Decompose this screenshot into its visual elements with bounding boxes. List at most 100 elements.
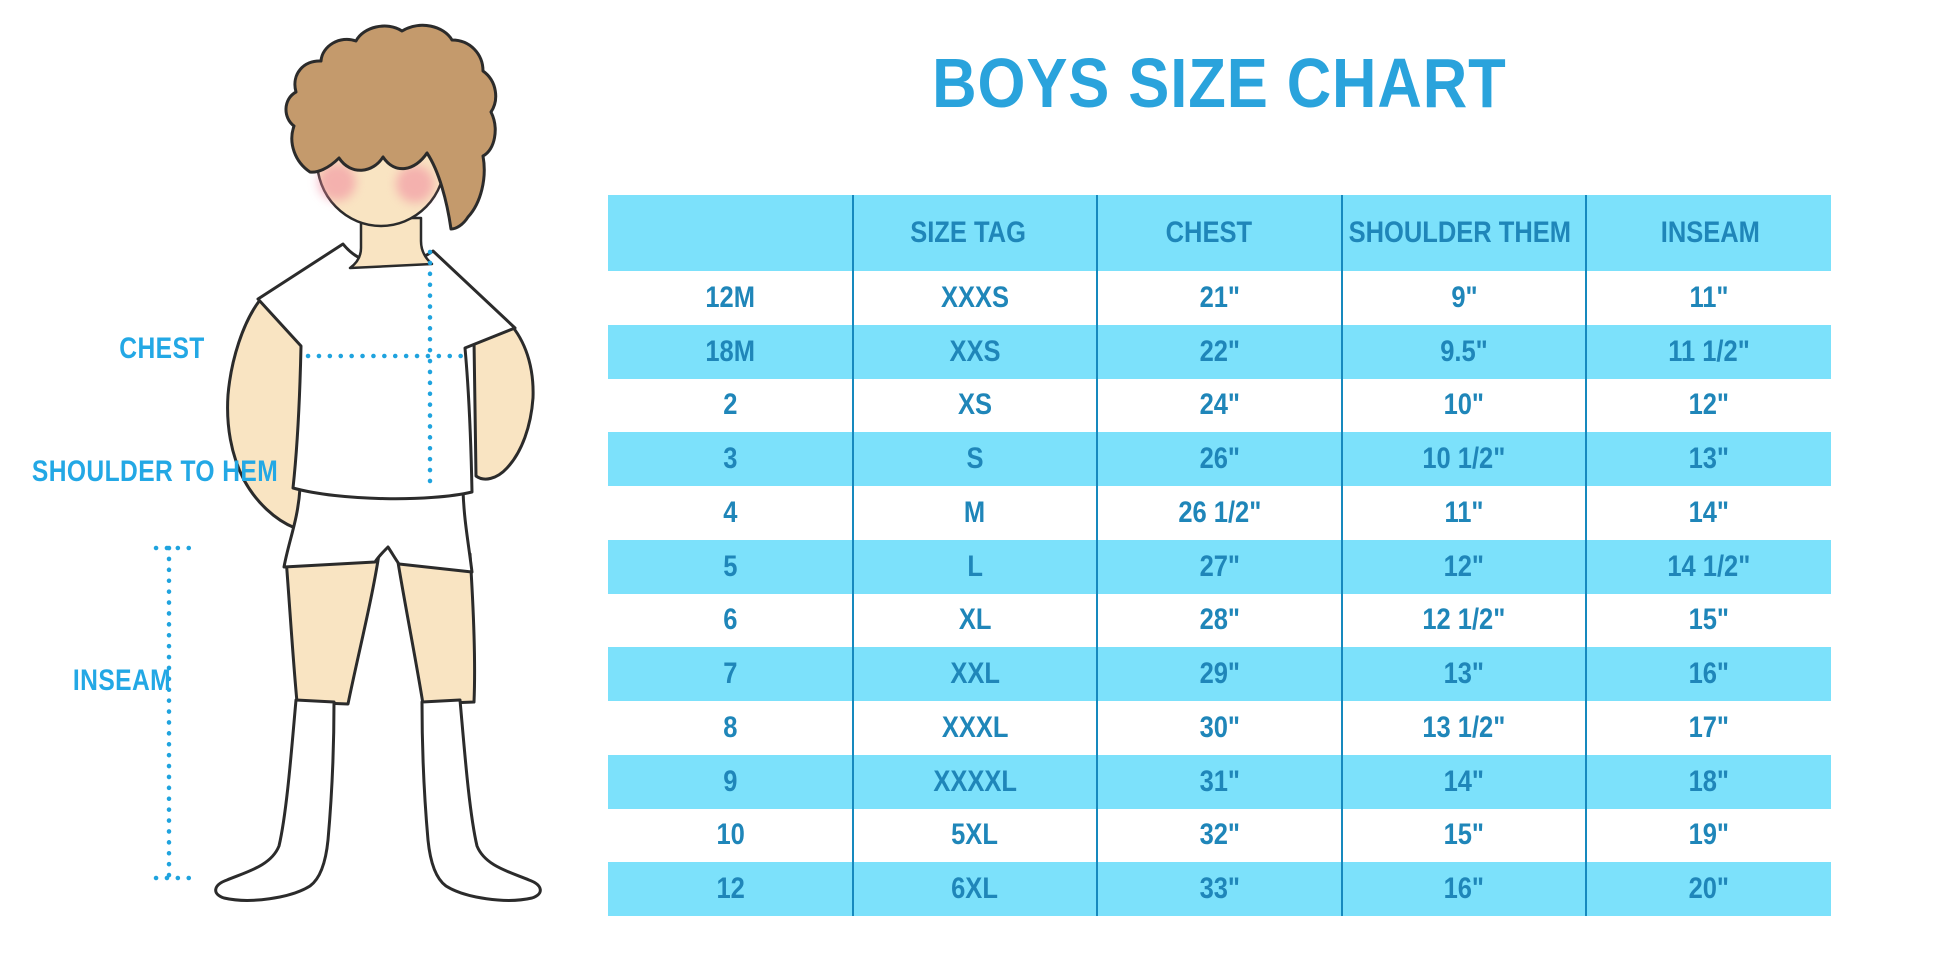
table-cell: 30" bbox=[1097, 701, 1342, 755]
table-cell: 15" bbox=[1342, 809, 1587, 863]
cell-text: 11" bbox=[1689, 280, 1729, 314]
right-sock bbox=[420, 698, 542, 902]
table-cell: 20" bbox=[1586, 862, 1831, 916]
cell-text: XXXS bbox=[940, 280, 1009, 314]
table-cell: 5XL bbox=[853, 809, 1098, 863]
cell-text: INSEAM bbox=[1661, 216, 1761, 249]
table-cell: 10" bbox=[1342, 379, 1587, 433]
left-cheek bbox=[318, 163, 356, 201]
table-cell: S bbox=[853, 432, 1098, 486]
table-cell: 26 1/2" bbox=[1097, 486, 1342, 540]
cell-text: 12M bbox=[705, 280, 756, 314]
cell-text: 19" bbox=[1688, 818, 1729, 852]
cell-text: 6 bbox=[723, 603, 738, 637]
table-header-row: SIZE TAG CHEST SHOULDER THEM INSEAM bbox=[608, 195, 1831, 271]
table-cell: 33" bbox=[1097, 862, 1342, 916]
table-cell: 14" bbox=[1342, 755, 1587, 809]
table-cell: 28" bbox=[1097, 594, 1342, 648]
table-cell: 16" bbox=[1342, 862, 1587, 916]
table-cell: 8 bbox=[608, 701, 853, 755]
cell-text: 8 bbox=[723, 710, 738, 744]
table-cell: 29" bbox=[1097, 647, 1342, 701]
table-header-cell: CHEST bbox=[1089, 195, 1329, 271]
right-arm bbox=[472, 324, 535, 481]
table-cell: 11" bbox=[1586, 271, 1831, 325]
column-divider bbox=[851, 195, 854, 916]
table-cell: 18" bbox=[1586, 755, 1831, 809]
table-row: 7 XXL 29" 13" 16" bbox=[608, 647, 1831, 701]
table-cell: 13" bbox=[1342, 647, 1587, 701]
cell-text: 16" bbox=[1688, 657, 1729, 691]
shorts bbox=[282, 486, 474, 574]
cell-text: 18" bbox=[1688, 764, 1729, 798]
cell-text: 14 1/2" bbox=[1667, 549, 1751, 583]
cell-text: SIZE TAG bbox=[910, 216, 1027, 249]
cell-text: 12 1/2" bbox=[1422, 603, 1506, 637]
table-cell: 6 bbox=[608, 594, 853, 648]
table-cell: 13" bbox=[1586, 432, 1831, 486]
table-cell: XS bbox=[853, 379, 1098, 433]
column-divider bbox=[1096, 195, 1099, 916]
cell-text: 6XL bbox=[951, 872, 999, 906]
table-row: 2 XS 24" 10" 12" bbox=[608, 379, 1831, 433]
table-cell: 5 bbox=[608, 540, 853, 594]
table-cell: 13 1/2" bbox=[1342, 701, 1587, 755]
table-cell: 22" bbox=[1097, 325, 1342, 379]
cell-text: 10" bbox=[1443, 388, 1485, 422]
table-cell: 3 bbox=[608, 432, 853, 486]
table-cell: 12 1/2" bbox=[1342, 594, 1587, 648]
cell-text: 26" bbox=[1199, 442, 1240, 476]
column-divider bbox=[1340, 195, 1343, 916]
cell-text: 13 1/2" bbox=[1422, 710, 1506, 744]
table-cell: 12" bbox=[1342, 540, 1587, 594]
table-row: 4 M 26 1/2" 11" 14" bbox=[608, 486, 1831, 540]
table-row: 3 S 26" 10 1/2" 13" bbox=[608, 432, 1831, 486]
table-cell: 12 bbox=[608, 862, 853, 916]
cell-text: XS bbox=[957, 388, 992, 422]
table-row: 5 L 27" 12" 14 1/2" bbox=[608, 539, 1831, 594]
cell-text: 10 1/2" bbox=[1422, 442, 1506, 476]
cell-text: 15" bbox=[1688, 603, 1729, 637]
cell-text: XXL bbox=[950, 657, 1000, 691]
table-cell: 10 bbox=[608, 809, 853, 863]
cell-text: XXXL bbox=[941, 710, 1009, 744]
table-cell: 27" bbox=[1097, 540, 1342, 594]
table-cell: 2 bbox=[608, 379, 853, 433]
table-cell: 6XL bbox=[853, 862, 1098, 916]
cell-text: 7 bbox=[723, 657, 738, 691]
cell-text: 30" bbox=[1199, 710, 1240, 744]
cell-text: XXXXL bbox=[933, 764, 1017, 798]
cell-text: 17" bbox=[1688, 710, 1729, 744]
table-cell: 12M bbox=[608, 271, 853, 325]
table-cell: 24" bbox=[1097, 379, 1342, 433]
table-cell: 16" bbox=[1586, 647, 1831, 701]
cell-text: 29" bbox=[1199, 657, 1240, 691]
table-cell: 14 1/2" bbox=[1586, 540, 1831, 594]
page-title: BOYS SIZE CHART bbox=[608, 47, 1831, 119]
cell-text: 5 bbox=[723, 549, 738, 583]
cell-text: 3 bbox=[723, 442, 738, 476]
right-leg bbox=[395, 552, 477, 706]
table-row: 12 6XL 33" 16" 20" bbox=[608, 862, 1831, 916]
table-row: 9 XXXXL 31" 14" 18" bbox=[608, 754, 1831, 809]
cell-text: 24" bbox=[1199, 388, 1240, 422]
table-cell: XXXXL bbox=[853, 755, 1098, 809]
cell-text: 20" bbox=[1688, 872, 1729, 906]
table-cell: 11" bbox=[1342, 486, 1587, 540]
table-cell: 15" bbox=[1586, 594, 1831, 648]
table-header-cell: SIZE TAG bbox=[848, 195, 1088, 271]
cell-text: 12" bbox=[1688, 388, 1729, 422]
cell-text: SHOULDER THEM bbox=[1348, 216, 1572, 249]
cell-text: 9 bbox=[723, 764, 738, 798]
hair bbox=[284, 23, 498, 231]
table-cell: 31" bbox=[1097, 755, 1342, 809]
table-cell: L bbox=[853, 540, 1098, 594]
table-cell: 7 bbox=[608, 647, 853, 701]
table-cell: 4 bbox=[608, 486, 853, 540]
cell-text: S bbox=[966, 442, 984, 476]
table-header-cell: INSEAM bbox=[1591, 195, 1831, 271]
cell-text: 14" bbox=[1443, 764, 1485, 798]
boy-illustration bbox=[153, 23, 542, 902]
table-row: 12M XXXS 21" 9" 11" bbox=[608, 271, 1831, 325]
